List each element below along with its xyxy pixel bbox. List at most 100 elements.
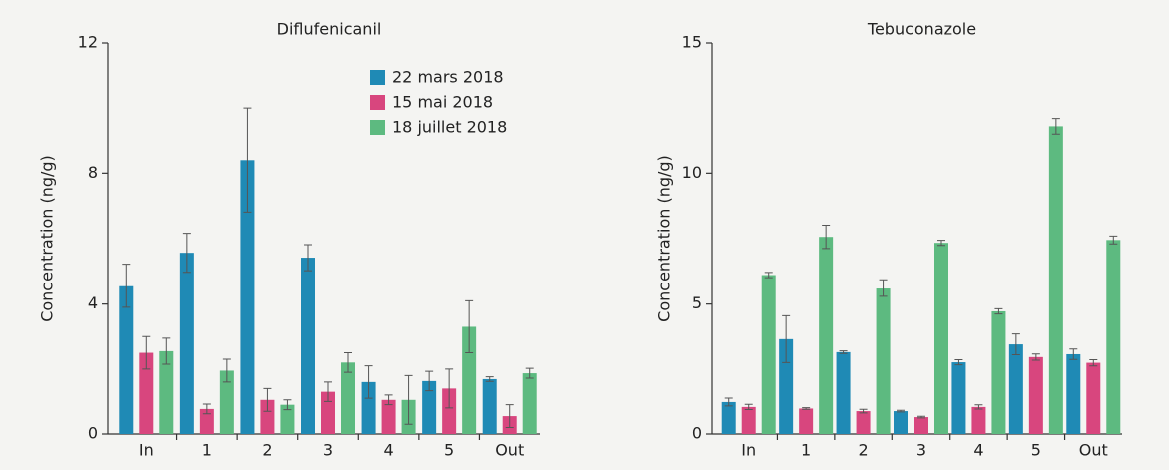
error-bar	[937, 240, 945, 247]
error-bar	[802, 407, 811, 410]
error-bar	[445, 368, 454, 409]
legend-label: 18 juillet 2018	[392, 118, 507, 137]
x-tick-label: Out	[495, 441, 524, 460]
error-bar	[974, 404, 983, 410]
chart-title: Diflufenicanil	[277, 20, 382, 39]
y-tick-label: 4	[88, 293, 98, 312]
error-bar	[1089, 358, 1098, 367]
bar	[894, 411, 908, 434]
bar	[914, 417, 928, 434]
error-bar	[142, 335, 151, 370]
bar	[482, 378, 497, 434]
x-tick-label: In	[139, 441, 154, 460]
bar	[836, 351, 851, 434]
bar	[321, 391, 335, 434]
bar	[280, 404, 295, 434]
bar	[934, 243, 948, 434]
error-bar	[1011, 333, 1020, 355]
error-bar	[1109, 235, 1118, 245]
x-tick-label: In	[741, 441, 756, 460]
bar	[856, 411, 871, 434]
bar	[819, 237, 834, 434]
error-bar	[283, 399, 292, 411]
y-tick-label: 0	[692, 424, 702, 443]
error-bar	[182, 233, 191, 274]
bar	[219, 370, 234, 434]
error-bar	[243, 107, 252, 213]
error-bar	[1051, 118, 1060, 135]
error-bar	[384, 394, 393, 406]
chart-title: Tebuconazole	[867, 20, 976, 39]
bar	[522, 373, 537, 434]
bar	[240, 160, 255, 435]
bar	[179, 253, 194, 434]
x-tick-label: 3	[323, 441, 333, 460]
bar	[199, 408, 214, 434]
x-tick-label: 2	[262, 441, 272, 460]
bar	[799, 408, 814, 434]
x-tick-label: Out	[1079, 441, 1108, 460]
error-bar	[324, 381, 332, 402]
bar	[1086, 362, 1101, 434]
error-bar	[954, 358, 963, 366]
bar	[1028, 356, 1043, 434]
error-bar	[162, 337, 171, 365]
error-bar	[1069, 348, 1078, 360]
bar	[971, 406, 986, 434]
error-bar	[724, 397, 733, 407]
x-tick-label: 5	[1031, 441, 1041, 460]
x-tick-label: 1	[801, 441, 811, 460]
bar	[991, 310, 1006, 434]
bar	[139, 352, 154, 434]
error-bar	[425, 370, 434, 392]
bar	[1048, 126, 1063, 434]
y-axis-label: Concentration (ng/g)	[655, 155, 674, 322]
error-bar	[782, 314, 791, 363]
bar	[260, 399, 275, 434]
y-tick-label: 8	[88, 163, 98, 182]
y-tick-label: 5	[692, 293, 702, 312]
x-tick-label: 2	[858, 441, 868, 460]
error-bar	[364, 365, 373, 399]
error-bar	[404, 374, 413, 425]
y-axis-label: Concentration (ng/g)	[38, 155, 57, 322]
error-bar	[822, 224, 831, 250]
error-bar	[485, 376, 494, 382]
error-bar	[122, 264, 131, 308]
error-bar	[1031, 353, 1040, 361]
error-bar	[465, 299, 474, 354]
y-tick-label: 15	[682, 33, 702, 52]
bar	[381, 399, 396, 434]
error-bar	[917, 415, 925, 419]
legend-label: 22 mars 2018	[392, 68, 504, 87]
bar	[741, 406, 756, 434]
y-tick-label: 12	[78, 33, 98, 52]
legend-label: 15 mai 2018	[392, 93, 493, 112]
error-bar	[505, 404, 514, 428]
x-tick-label: 4	[383, 441, 393, 460]
bar	[301, 258, 315, 434]
bar	[159, 350, 174, 434]
error-bar	[263, 387, 272, 412]
x-tick-label: 3	[916, 441, 926, 460]
error-bar	[344, 352, 352, 373]
error-bar	[994, 307, 1003, 315]
error-bar	[744, 403, 753, 410]
bar	[876, 288, 891, 434]
legend-swatch	[370, 120, 385, 135]
x-tick-label: 4	[973, 441, 983, 460]
bar	[1106, 240, 1121, 434]
bar	[761, 275, 776, 434]
x-tick-label: 5	[444, 441, 454, 460]
bar	[951, 362, 966, 434]
bar	[462, 326, 477, 434]
bar	[442, 388, 457, 434]
legend-swatch	[370, 70, 385, 85]
error-bar	[202, 403, 211, 415]
y-tick-label: 10	[682, 163, 702, 182]
error-bar	[525, 367, 534, 379]
bar	[422, 380, 437, 434]
error-bar	[897, 409, 905, 413]
y-tick-label: 0	[88, 424, 98, 443]
